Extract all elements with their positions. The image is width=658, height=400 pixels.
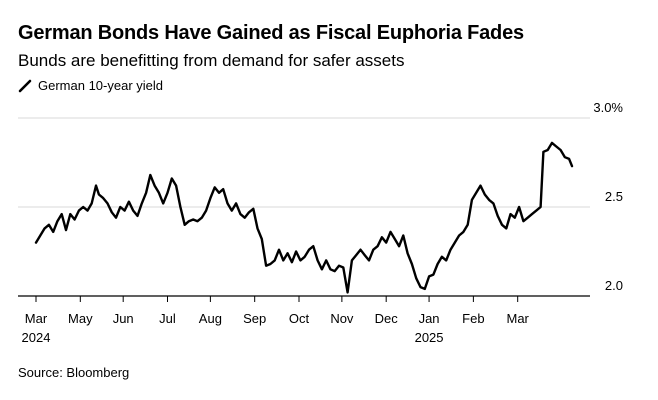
source-note: Source: Bloomberg [18, 365, 130, 380]
x-tick-year-label: 2025 [415, 330, 444, 345]
legend-line-icon [18, 79, 32, 92]
y-tick-label: 2.0 [605, 278, 623, 293]
series-line-german-10-year-yield [34, 141, 574, 294]
x-tick-label: May [68, 311, 93, 326]
y-tick-label: 3.0% [593, 100, 623, 115]
x-tick-label: Feb [462, 311, 484, 326]
y-tick-label: 2.5 [605, 189, 623, 204]
x-tick-label: Mar [506, 311, 529, 326]
x-tick-label: Jan [419, 311, 440, 326]
x-tick-label: Aug [199, 311, 222, 326]
x-tick-label: Dec [375, 311, 399, 326]
chart-title: German Bonds Have Gained as Fiscal Eupho… [18, 22, 524, 44]
x-tick-label: Mar [25, 311, 48, 326]
x-tick-label: Jul [159, 311, 176, 326]
legend: German 10-year yield [18, 78, 163, 93]
tick-labels: 2.0 2.5 3.0% Mar 2024 May Jun Jul Aug Sep Oct Nov De… [22, 100, 624, 345]
x-tick-label: Sep [243, 311, 266, 326]
x-axis [18, 295, 590, 302]
legend-label: German 10-year yield [38, 78, 163, 93]
x-tick-label: Nov [330, 311, 354, 326]
grid-lines [18, 117, 590, 208]
x-tick-label: Oct [289, 311, 310, 326]
chart-subtitle: Bunds are benefitting from demand for sa… [18, 51, 405, 70]
x-tick-year-label: 2024 [22, 330, 51, 345]
x-tick-label: Jun [113, 311, 134, 326]
series-layer [34, 141, 574, 294]
